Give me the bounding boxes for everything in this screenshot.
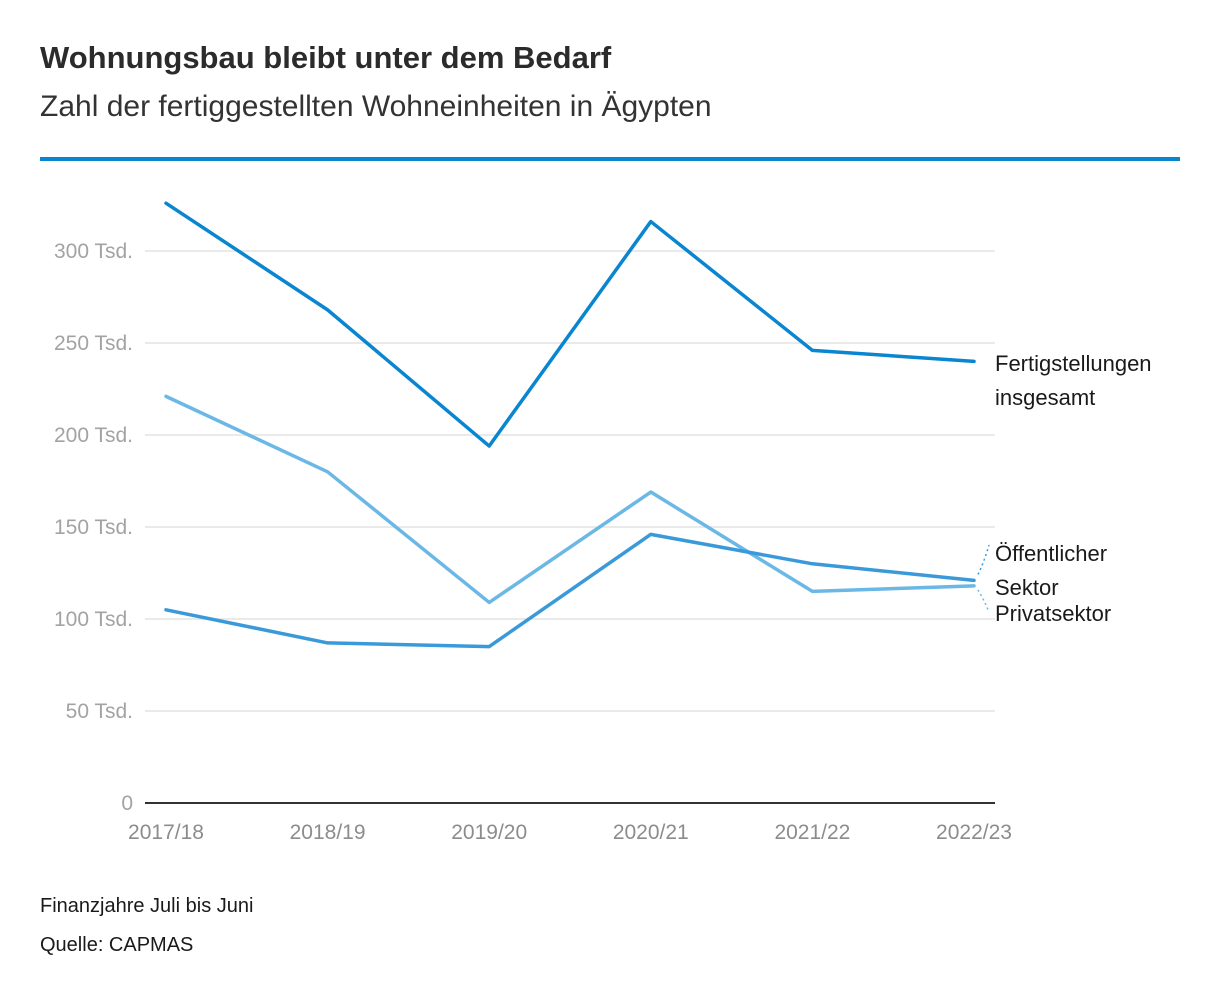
x-tick-label: 2018/19 xyxy=(290,821,366,844)
series-label-2: Privatsektor xyxy=(995,601,1111,626)
series-label-0: Fertigstellungen xyxy=(995,351,1152,376)
chart-subtitle: Zahl der fertiggestellten Wohneinheiten … xyxy=(40,90,712,123)
chart-title: Wohnungsbau bleibt unter dem Bedarf xyxy=(40,40,612,75)
series-label-1: Sektor xyxy=(995,575,1059,600)
x-tick-label: 2019/20 xyxy=(451,821,527,844)
series-line-0 xyxy=(164,201,976,448)
source-note: Quelle: CAPMAS xyxy=(40,934,194,956)
x-tick-label: 2017/18 xyxy=(128,821,204,844)
y-tick-label: 100 Tsd. xyxy=(54,608,133,631)
y-tick-label: 50 Tsd. xyxy=(66,700,133,723)
y-axis-ticks: 0 50 Tsd. 100 Tsd. 150 Tsd. 200 Tsd. 250 Tsd.… xyxy=(54,240,133,815)
y-tick-label: 250 Tsd. xyxy=(54,332,133,355)
connector-public xyxy=(977,544,990,575)
series-label-1: Öffentlicher xyxy=(995,541,1107,566)
y-tick-label: 200 Tsd. xyxy=(54,424,133,447)
header-rule xyxy=(40,157,1180,161)
x-tick-label: 2022/23 xyxy=(936,821,1012,844)
series-line-1 xyxy=(164,394,976,605)
y-tick-label: 150 Tsd. xyxy=(54,516,133,539)
y-tick-label: 300 Tsd. xyxy=(54,240,133,263)
x-axis-ticks: 2017/18 2018/19 2019/20 2020/21 2021/22 2022/… xyxy=(128,821,1012,844)
connector-private xyxy=(977,589,990,613)
series-line-2 xyxy=(164,532,976,649)
label-connectors xyxy=(977,544,990,613)
x-tick-label: 2021/22 xyxy=(774,821,850,844)
y-tick-label: 0 xyxy=(121,792,133,815)
x-tick-label: 2020/21 xyxy=(613,821,689,844)
series-lines xyxy=(164,201,976,649)
series-labels: Fertigstellungen insgesamt Öffentlicher Sek… xyxy=(995,351,1152,626)
grid-lines xyxy=(145,250,995,712)
footnote: Finanzjahre Juli bis Juni xyxy=(40,895,254,917)
series-label-0: insgesamt xyxy=(995,385,1095,410)
